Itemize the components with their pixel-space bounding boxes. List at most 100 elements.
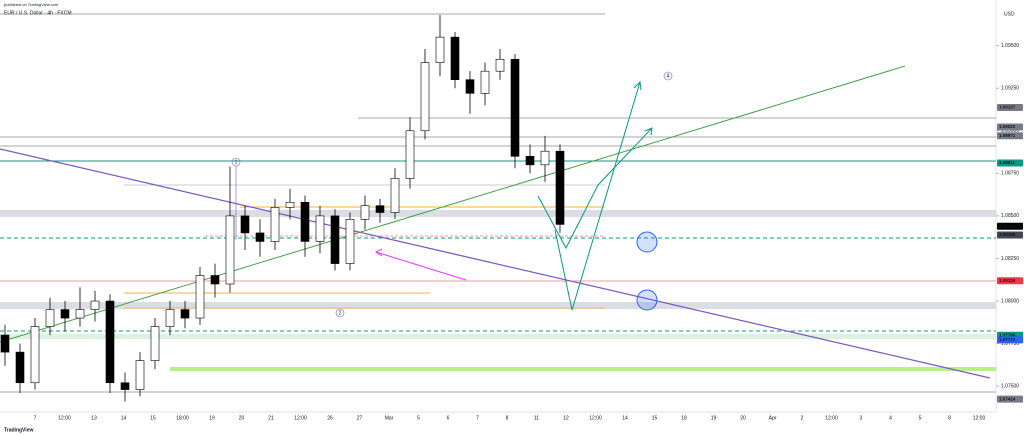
wave-label: 4 bbox=[667, 73, 670, 79]
projection bbox=[597, 127, 653, 186]
x-tick-label: 15 bbox=[652, 415, 658, 421]
y-tick-label: 1.08500 bbox=[1001, 213, 1019, 219]
x-tick-label: 12:00 bbox=[58, 415, 71, 421]
candle-body bbox=[135, 360, 145, 390]
arrow-head bbox=[375, 248, 383, 257]
x-tick-label: 5 bbox=[919, 415, 922, 421]
y-tick-label: 1.09250 bbox=[1001, 86, 1019, 92]
price-label: 1.07772 bbox=[999, 337, 1016, 342]
footer-logo: TradingView bbox=[4, 427, 33, 433]
target-circle bbox=[636, 231, 658, 253]
subtitle: published on TradingView.com bbox=[4, 2, 59, 7]
candle-body bbox=[525, 156, 535, 166]
candle-body bbox=[225, 215, 235, 285]
candle-body bbox=[555, 150, 565, 225]
candle-body bbox=[195, 275, 205, 319]
candle-body bbox=[0, 334, 10, 353]
candle-body bbox=[150, 326, 160, 361]
candle-body bbox=[390, 178, 400, 213]
zone bbox=[170, 367, 996, 371]
trend-line bbox=[0, 65, 906, 343]
candle-body bbox=[60, 309, 70, 319]
candle-body bbox=[90, 300, 100, 310]
candle-body bbox=[330, 215, 340, 264]
price-label: 1.08971 bbox=[999, 133, 1016, 138]
x-tick-label: 14 bbox=[622, 415, 628, 421]
price-label: 1.09022 bbox=[999, 124, 1016, 129]
candle-body bbox=[285, 201, 295, 208]
x-tick-label: 19 bbox=[209, 415, 215, 421]
x-tick-label: 18 bbox=[681, 415, 687, 421]
wave-label: 1 bbox=[235, 159, 238, 165]
x-tick-label: 7 bbox=[34, 415, 37, 421]
price-label: 1.08439 bbox=[999, 223, 1016, 228]
candle-body bbox=[405, 130, 415, 179]
zone bbox=[0, 334, 996, 339]
candle-body bbox=[540, 150, 550, 166]
price-label: 1.08388 bbox=[999, 232, 1016, 237]
x-tick-label: 4 bbox=[889, 415, 892, 421]
zone bbox=[0, 302, 996, 309]
x-tick-label: 18:00 bbox=[176, 415, 189, 421]
y-tick-label: 1.08750 bbox=[1001, 171, 1019, 177]
projection bbox=[554, 81, 641, 311]
candle-body bbox=[75, 309, 85, 319]
x-tick-label: 11 bbox=[534, 415, 539, 421]
x-tick-label: 20 bbox=[740, 415, 746, 421]
candle-body bbox=[510, 58, 520, 157]
candle-body bbox=[480, 70, 490, 94]
wave-marker bbox=[663, 71, 673, 81]
x-tick-label: 12:00 bbox=[825, 415, 838, 421]
y-tick-label: 1.07500 bbox=[1001, 383, 1019, 389]
x-tick-label: 15 bbox=[150, 415, 156, 421]
chart-title: EUR / U.S. Dollar · 4h · FXCM bbox=[4, 10, 72, 16]
candle-body bbox=[450, 36, 460, 80]
x-tick-label: 7 bbox=[476, 415, 479, 421]
trend-line bbox=[0, 148, 991, 379]
x-tick-label: Apr bbox=[769, 415, 777, 421]
candle-body bbox=[105, 300, 115, 384]
price-label-box bbox=[997, 231, 1023, 239]
x-tick-label: 12 bbox=[563, 415, 569, 421]
price-label: 1.08811 bbox=[999, 160, 1016, 165]
candle-body bbox=[315, 215, 325, 242]
y-tick-label: 1.09500 bbox=[1001, 43, 1019, 49]
price-label-box bbox=[997, 336, 1023, 344]
candle-body bbox=[210, 275, 220, 285]
wave-marker bbox=[335, 308, 345, 318]
candle-body bbox=[240, 215, 250, 234]
candle-body bbox=[15, 351, 25, 384]
x-tick-label: 21 bbox=[268, 415, 274, 421]
arrow-head bbox=[644, 127, 653, 136]
x-tick-label: 26 bbox=[327, 415, 333, 421]
y-tick-label: 1.09000 bbox=[1001, 128, 1019, 134]
candle-body bbox=[360, 205, 370, 220]
y-tick-label: 1.08000 bbox=[1001, 298, 1019, 304]
x-tick-label: 8 bbox=[506, 415, 509, 421]
candle-body bbox=[375, 205, 385, 213]
x-tick-label: 6 bbox=[447, 415, 450, 421]
candle-body bbox=[495, 58, 505, 72]
candle-body bbox=[435, 36, 445, 63]
price-label-box bbox=[997, 395, 1023, 403]
price-label-box bbox=[997, 277, 1023, 285]
candle-body bbox=[30, 326, 40, 384]
candle-body bbox=[420, 62, 430, 132]
arrow bbox=[375, 251, 467, 281]
price-label-box bbox=[997, 132, 1023, 140]
price-label-box bbox=[997, 123, 1023, 131]
price-label: 1.08119 bbox=[999, 278, 1016, 283]
price-label: 1.09137 bbox=[999, 105, 1016, 110]
candle-body bbox=[120, 382, 130, 390]
projection bbox=[537, 184, 599, 250]
candle-body bbox=[180, 309, 190, 319]
x-tick-label: 8 bbox=[948, 415, 951, 421]
x-tick-label: 19 bbox=[711, 415, 717, 421]
price-label-box bbox=[997, 222, 1023, 230]
x-tick-label: 12:00 bbox=[973, 415, 986, 421]
x-tick-label: 5 bbox=[417, 415, 420, 421]
x-tick-label: 12:00 bbox=[589, 415, 602, 421]
x-tick-label: 3 bbox=[860, 415, 863, 421]
x-tick-label: 13 bbox=[91, 415, 97, 421]
wave-marker bbox=[231, 157, 241, 167]
